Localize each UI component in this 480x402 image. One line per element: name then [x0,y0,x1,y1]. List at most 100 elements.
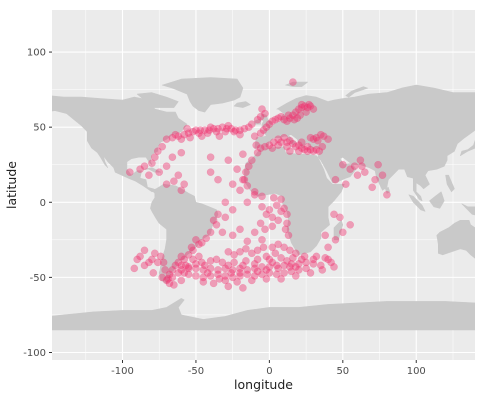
philippines-land [445,174,455,193]
data-point [383,190,391,199]
sri-lanka-land [385,187,391,194]
data-point [164,275,172,283]
data-point [338,228,347,237]
data-point [233,165,241,174]
y-axis-title: latitude [4,161,19,209]
data-point [130,264,139,273]
data-point [318,266,327,274]
data-points [125,78,391,292]
data-point [284,231,293,240]
data-point [189,127,197,136]
data-point [206,123,215,132]
data-point [309,255,318,264]
data-point [358,162,366,171]
data-point [290,115,299,124]
british-isles-land [260,113,273,128]
data-point [215,275,224,283]
data-point [242,257,250,265]
data-point [324,255,332,264]
x-tick-label: 50 [336,366,349,377]
y-tick-label: 50 [33,123,46,134]
data-point [274,141,283,150]
data-point [306,145,315,154]
data-point [171,261,180,270]
data-point [289,254,297,262]
data-point [262,252,271,261]
data-point [199,278,208,286]
data-point [233,278,241,286]
data-point [184,250,193,259]
data-point [303,103,312,112]
data-point [206,168,215,177]
data-point [336,213,344,222]
australia-land [436,220,475,259]
data-point [240,175,249,184]
data-point [180,180,189,189]
data-point [283,210,291,219]
data-point [378,171,387,180]
data-point [221,198,230,207]
data-point [313,136,322,145]
data-point [302,108,310,116]
data-point [162,180,171,189]
baffin-land [136,92,179,108]
data-point [286,114,294,123]
data-point [318,142,327,151]
data-point [268,243,277,252]
data-point [242,244,250,253]
data-point [136,252,144,261]
data-point [256,112,265,121]
data-point [338,160,347,169]
data-point [294,147,303,156]
data-point [228,273,237,282]
data-point [214,266,222,274]
data-point [356,156,365,165]
data-point [184,270,193,279]
y-tick-label: -100 [23,348,46,359]
data-point [300,102,309,110]
data-point [168,273,177,282]
data-point [184,264,193,273]
data-point [192,272,200,280]
data-point [221,272,230,280]
data-point [199,273,208,282]
data-point [330,210,338,219]
data-point [309,105,318,113]
data-point [272,261,281,270]
data-point [145,171,153,180]
sumatra-land [408,194,426,212]
data-point [150,249,159,258]
x-tick-label: -100 [111,366,134,377]
data-point [170,177,178,186]
data-point [315,147,324,156]
data-point [197,238,206,247]
data-point [253,255,262,264]
data-point [189,246,197,255]
data-point [197,258,206,267]
data-point [287,267,296,276]
data-point [174,258,183,267]
africa-land [244,146,345,256]
data-point [203,269,212,277]
data-point [283,138,291,147]
data-point [319,132,328,141]
data-point [236,264,244,273]
data-point [297,138,306,147]
data-point [177,148,186,157]
data-point [187,243,196,252]
data-point [214,270,222,279]
data-point [291,272,300,280]
data-point [327,258,335,267]
data-point [228,266,237,274]
data-point [230,250,238,259]
data-point [214,210,222,219]
data-point [321,254,330,262]
data-point [239,175,247,184]
data-point [174,132,183,141]
data-point [286,263,294,271]
data-point [183,124,191,133]
data-point [368,183,377,192]
data-point [261,109,269,118]
data-point [158,142,167,151]
data-point [184,129,193,138]
